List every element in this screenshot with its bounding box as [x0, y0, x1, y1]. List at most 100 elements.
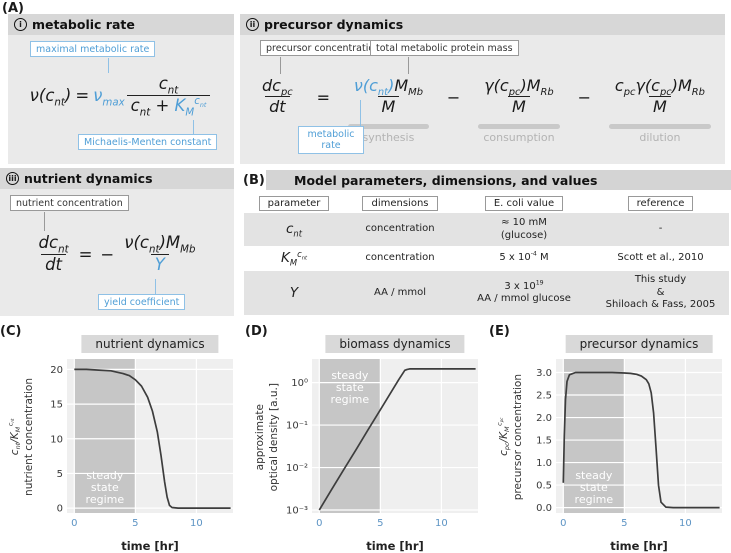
- svg-text:15: 15: [50, 400, 63, 411]
- panel-b-title: Model parameters, dimensions, and values: [266, 170, 731, 190]
- header-parameter: parameter: [258, 196, 330, 211]
- term-consumption: γ(cpc)MRb M consumption: [478, 76, 560, 144]
- svg-text:10: 10: [50, 434, 63, 445]
- annotation-maximal-metabolic-rate: maximal metabolic rate: [30, 41, 156, 58]
- parameter-table: parameter dimensions E. coli value refer…: [244, 194, 729, 315]
- chart-title: nutrient dynamics: [81, 335, 219, 353]
- equation-nutrient-dynamics: dcnt dt = − ν(cnt)MMb Y: [0, 233, 234, 275]
- table-row: Y AA / mmol 3 x 1019 AA / mmol glucose T…: [244, 271, 729, 315]
- table-cell-dimensions: concentration: [365, 223, 435, 235]
- term-label-consumption: consumption: [483, 131, 555, 144]
- yield-symbol: Y: [150, 253, 169, 276]
- fraction-denominator: cnt + KMcnt: [126, 94, 211, 118]
- term-label-dilution: dilution: [639, 131, 681, 144]
- svg-text:10: 10: [679, 518, 692, 529]
- svg-text:10: 10: [435, 518, 448, 529]
- table-row: KMcnt concentration 5 x 10-4 M Scott et …: [244, 246, 729, 271]
- gray-underline: [608, 124, 711, 129]
- y-axis-label-math: cnt/KMcnt: [6, 418, 22, 456]
- table-cell-dimensions: AA / mmol: [373, 286, 427, 298]
- table-cell-reference: This study & Shiloach & Fass, 2005: [605, 274, 716, 311]
- panel-iii-header: iii nutrient dynamics: [0, 168, 234, 189]
- header-reference: reference: [627, 196, 694, 211]
- y-axis-label: cpc/KMcpc precursor concentration: [489, 355, 526, 537]
- svg-text:0.0: 0.0: [536, 503, 552, 514]
- annotation-yield-coefficient: yield coefficient: [98, 294, 186, 311]
- panel-nutrient-dynamics: iii nutrient dynamics nutrient concentra…: [0, 168, 234, 316]
- svg-text:3.0: 3.0: [536, 368, 552, 379]
- header-dimensions: dimensions: [362, 196, 438, 211]
- svg-text:10⁰: 10⁰: [291, 378, 308, 389]
- y-axis-label-text: precursor concentration: [512, 373, 525, 501]
- minus-sign: −: [446, 88, 461, 107]
- table-cell-value: 5 x 10-4 M: [499, 250, 549, 264]
- svg-text:state: state: [336, 381, 364, 394]
- fraction: ν(cnt)MMb M: [353, 76, 423, 116]
- svg-text:regime: regime: [575, 493, 614, 506]
- svg-text:regime: regime: [86, 493, 125, 506]
- svg-text:5: 5: [377, 518, 383, 529]
- chart-body: cnt/KMcnt nutrient concentration steady s…: [0, 355, 237, 537]
- svg-text:5: 5: [57, 469, 63, 480]
- table-row: cnt concentration ≈ 10 mM (glucose) -: [244, 213, 729, 246]
- panel-iii-title: nutrient dynamics: [24, 171, 153, 186]
- y-axis-label-line1: approximate: [253, 403, 266, 471]
- lhs-derivative-fraction: dcpc dt: [262, 76, 293, 116]
- panel-a-label: (A): [2, 1, 24, 16]
- svg-text:5: 5: [132, 518, 138, 529]
- lhs-derivative-fraction: dcnt dt: [38, 233, 69, 274]
- connector-line: [280, 57, 282, 74]
- panel-iii-body: nutrient concentration dcnt dt = − ν(cnt…: [0, 189, 234, 316]
- y-axis-label-text: nutrient concentration: [23, 378, 36, 496]
- fraction: ν(cnt)MMb Y: [124, 233, 196, 276]
- table-cell-value: ≈ 10 mM (glucose): [500, 217, 548, 241]
- roman-numeral-i-badge: i: [14, 18, 27, 31]
- minus-sign: −: [577, 88, 591, 107]
- x-axis-label: time [hr]: [366, 539, 424, 553]
- chart-body: approximate optical density [a.u.] stead…: [245, 355, 482, 537]
- term-dilution: cpcγ(cpc)MRb M dilution: [608, 76, 711, 144]
- svg-text:20: 20: [50, 365, 63, 376]
- chart-title: biomass dynamics: [325, 335, 465, 353]
- table-cell-value: 3 x 1019 AA / mmol glucose: [477, 279, 571, 304]
- panel-b-title-row: (B) Model parameters, dimensions, and va…: [240, 170, 731, 190]
- svg-text:0: 0: [560, 518, 566, 529]
- annotation-total-metabolic-protein-mass: total metabolic protein mass: [370, 40, 519, 57]
- panel-d-label: (D): [245, 324, 268, 339]
- svg-text:steady: steady: [86, 469, 124, 482]
- chart-body: cpc/KMcpc precursor concentration steady…: [489, 355, 726, 537]
- svg-text:10⁻²: 10⁻²: [286, 463, 308, 474]
- annotation-michaelis-menten-constant: Michaelis-Menten constant: [78, 134, 218, 151]
- gray-underline: [347, 124, 429, 129]
- chart-panel-nutrient: (C) nutrient dynamics cnt/KMcnt nutrient…: [0, 322, 241, 553]
- connector-line: [155, 279, 157, 294]
- fraction: γ(cpc)MRb M: [484, 76, 554, 116]
- fraction: cnt cnt + KMcnt: [126, 74, 211, 118]
- connector-line: [108, 58, 110, 73]
- svg-text:5: 5: [621, 518, 627, 529]
- panel-precursor-dynamics: ii precursor dynamics precursor concentr…: [240, 14, 725, 164]
- panel-metabolic-rate: i metabolic rate maximal metabolic rate …: [8, 14, 234, 164]
- km-symbol: KMcnt: [174, 95, 207, 118]
- annotation-metabolic-rate: metabolic rate: [298, 126, 364, 154]
- svg-text:0: 0: [57, 504, 63, 515]
- x-axis-label: time [hr]: [610, 539, 668, 553]
- svg-text:state: state: [580, 481, 608, 494]
- equals-sign: =: [78, 244, 93, 264]
- y-axis-label-math: cpc/KMcpc: [495, 418, 511, 456]
- term-synthesis: ν(cnt)MMb M synthesis: [347, 76, 429, 144]
- connector-line: [44, 212, 46, 231]
- chart-panel-precursor: (E) precursor dynamics cpc/KMcpc precurs…: [489, 322, 730, 553]
- nu-of-cnt: ν(cnt): [29, 85, 72, 108]
- minus-sign: −: [100, 244, 115, 264]
- fraction-numerator: cnt: [158, 74, 179, 97]
- annotation-precursor-concentration: precursor concentration: [260, 40, 387, 57]
- svg-text:10: 10: [190, 518, 203, 529]
- svg-text:regime: regime: [331, 393, 370, 406]
- x-axis-label: time [hr]: [121, 539, 179, 553]
- panel-ii-header: ii precursor dynamics: [240, 14, 725, 35]
